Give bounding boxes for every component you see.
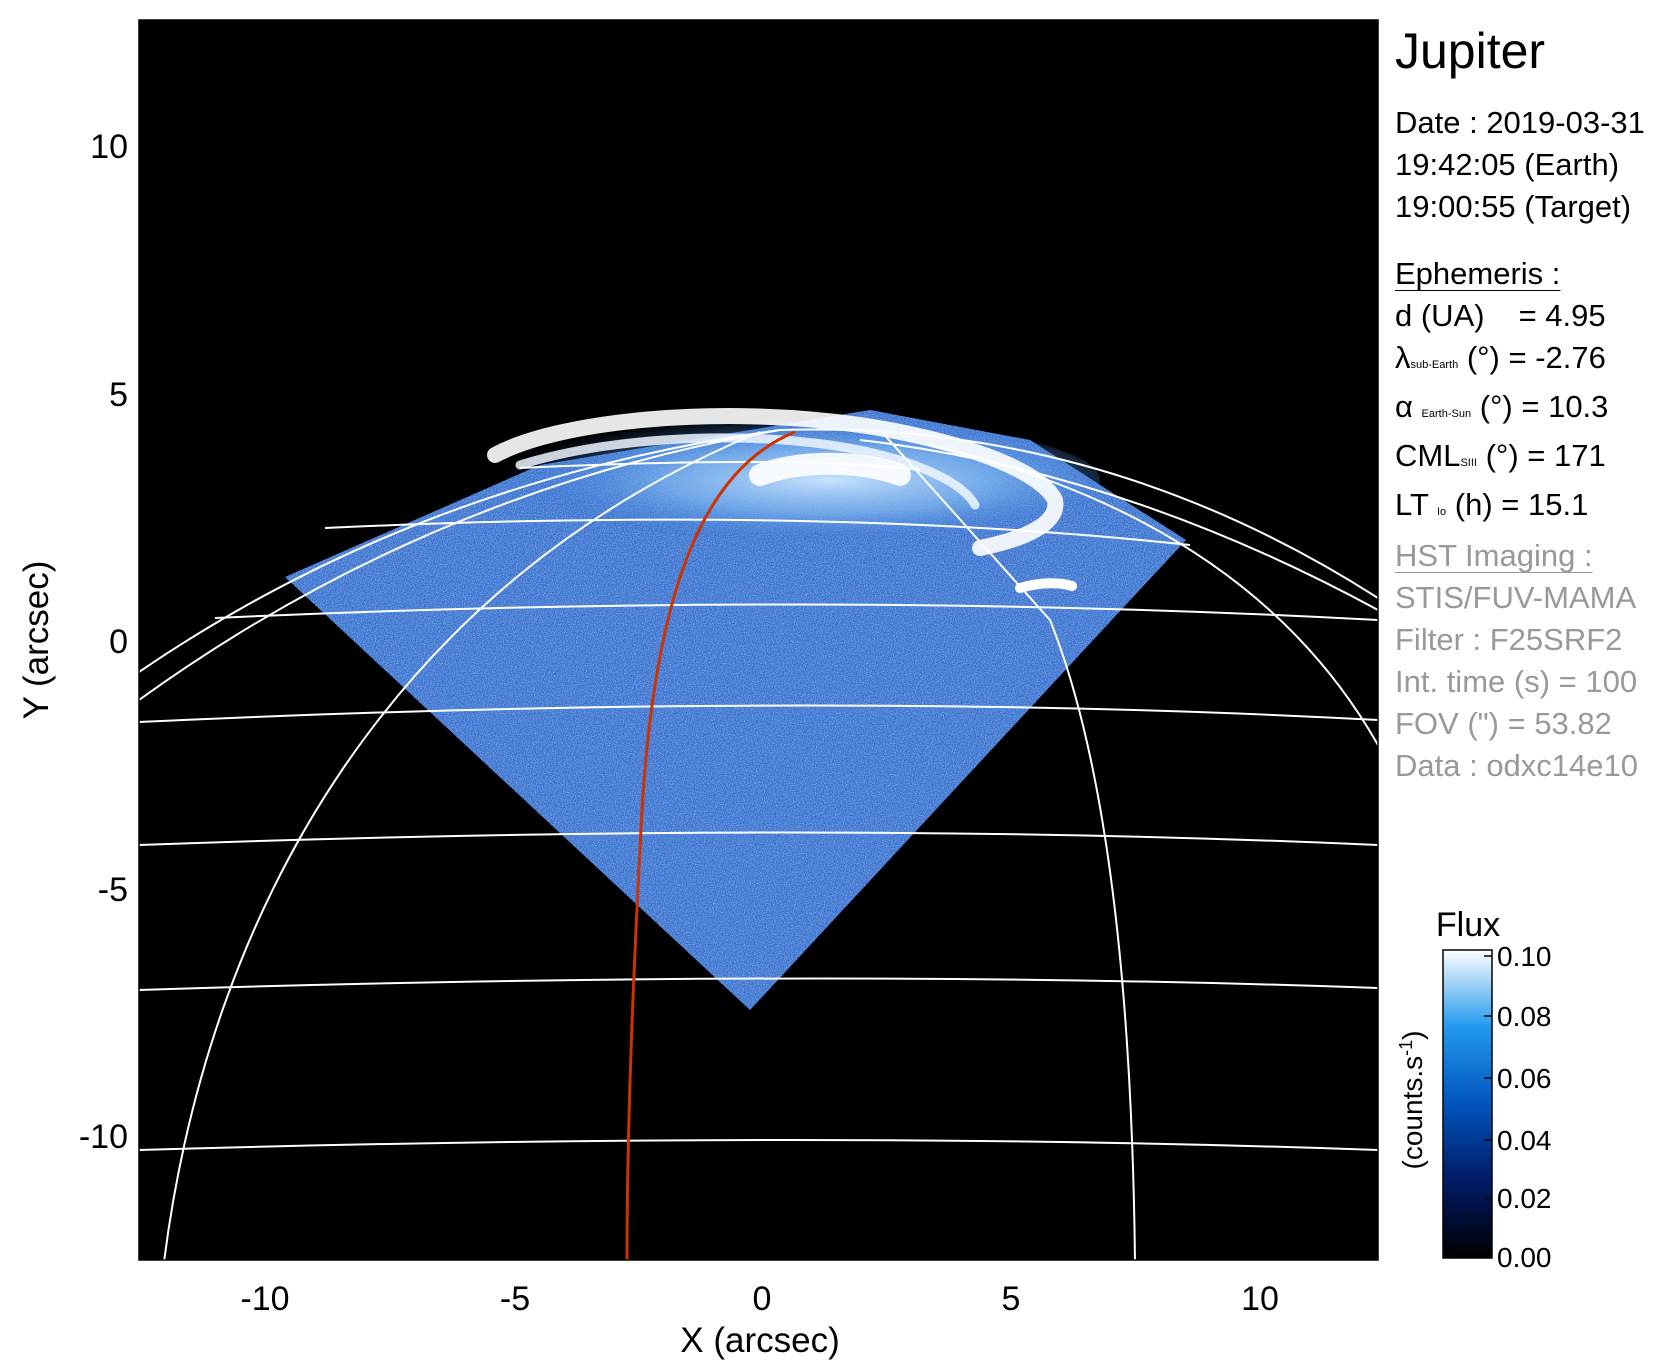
y-axis-label: Y (arcsec) <box>17 561 56 720</box>
colorbar-tick-label: 0.06 <box>1497 1063 1552 1094</box>
latitude-grid <box>139 460 1378 1151</box>
colorbar-unit: (counts.s-1) <box>1396 1031 1428 1170</box>
x-axis-label: X (arcsec) <box>680 1321 839 1360</box>
target-time-line: 19:00:55 (Target) <box>1395 189 1632 224</box>
y-axis <box>139 145 151 1137</box>
x-axis <box>264 1248 1261 1260</box>
data-id-line: Data : odxc14e10 <box>1395 748 1639 783</box>
y-tick-label: 0 <box>109 623 128 661</box>
colorbar: 0.10 0.08 0.06 0.04 0.02 0.00 Flux (coun… <box>1396 906 1552 1273</box>
colorbar-tick-label: 0.10 <box>1497 941 1552 972</box>
y-tick-label: -10 <box>79 1118 128 1156</box>
plot-frame <box>138 19 1379 1261</box>
io-local-time-line: LT Io (h) = 15.1 <box>1395 487 1589 522</box>
phase-angle-line: α Earth-Sun (°) = 10.3 <box>1395 389 1609 424</box>
ephemeris-block: Ephemeris : d (UA) = 4.95 λsub-Earth (°) … <box>1395 253 1608 533</box>
earth-time-line: 19:42:05 (Earth) <box>1395 147 1620 182</box>
colorbar-tick-label: 0.08 <box>1497 1001 1552 1032</box>
distance-line: d (UA) = 4.95 <box>1395 298 1606 333</box>
central-meridian-line <box>625 430 796 1260</box>
integration-time-line: Int. time (s) = 100 <box>1395 664 1638 699</box>
sub-earth-latitude-line: λsub-Earth (°) = -2.76 <box>1395 340 1606 375</box>
filter-line: Filter : F25SRF2 <box>1395 622 1623 657</box>
figure-title: Jupiter <box>1395 23 1546 79</box>
hst-imaging-block: HST Imaging : STIS/FUV-MAMA Filter : F25… <box>1395 535 1638 787</box>
hst-header: HST Imaging : <box>1395 538 1593 573</box>
instrument-line: STIS/FUV-MAMA <box>1395 580 1637 615</box>
colorbar-tick-label: 0.00 <box>1497 1242 1552 1273</box>
hst-image-wedge <box>285 410 1186 1010</box>
x-tick-label: -10 <box>240 1280 289 1318</box>
cml-line: CMLSIII (°) = 171 <box>1395 438 1606 473</box>
y-tick-label: 5 <box>109 376 128 414</box>
ephemeris-header: Ephemeris : <box>1395 256 1561 291</box>
fov-line: FOV (") = 53.82 <box>1395 706 1612 741</box>
colorbar-tick-label: 0.02 <box>1497 1183 1552 1214</box>
x-tick-label: -5 <box>500 1280 530 1318</box>
date-block: Date : 2019-03-31 19:42:05 (Earth) 19:00… <box>1395 102 1645 228</box>
y-tick-label: -5 <box>98 871 128 909</box>
y-tick-label: 10 <box>90 128 128 166</box>
x-tick-label: 10 <box>1241 1280 1279 1318</box>
date-line: Date : 2019-03-31 <box>1395 105 1645 140</box>
colorbar-tick-label: 0.04 <box>1497 1125 1552 1156</box>
x-tick-label: 5 <box>1002 1280 1021 1318</box>
x-tick-label: 0 <box>753 1280 772 1318</box>
longitude-grid <box>139 428 1378 1260</box>
colorbar-title: Flux <box>1436 906 1500 944</box>
colorbar-gradient <box>1442 949 1493 1259</box>
